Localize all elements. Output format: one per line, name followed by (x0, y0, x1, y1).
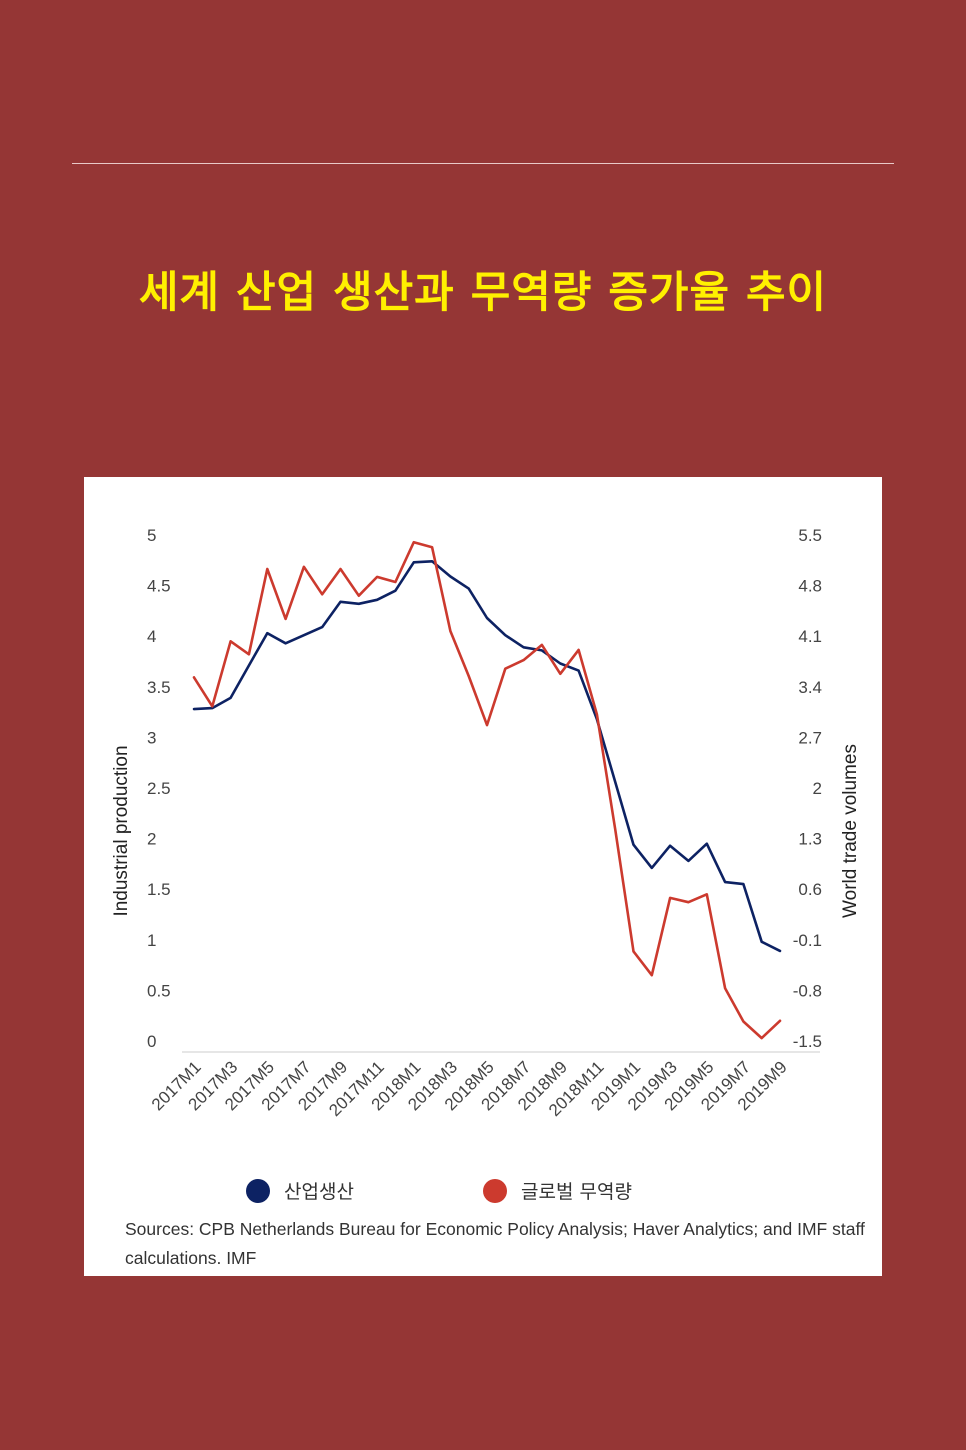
legend: 산업생산 글로벌 무역량 (246, 1179, 632, 1203)
y-left-tick-label: 1 (147, 931, 156, 950)
y-right-tick-label: 2.7 (798, 728, 822, 747)
source-text: Sources: CPB Netherlands Bureau for Econ… (125, 1219, 865, 1268)
legend-marker-0 (246, 1179, 270, 1203)
y-left-tick-label: 2 (147, 830, 156, 849)
y-axis-title-right: World trade volumes (840, 744, 861, 918)
source-note: Sources: CPB Netherlands Bureau for Econ… (125, 1215, 865, 1273)
series-line-0 (192, 560, 782, 953)
y-right-tick-label: 1.3 (798, 830, 822, 849)
legend-marker-1 (483, 1179, 507, 1203)
y-left-tick-label: 3 (147, 728, 156, 747)
left-axis-ticks: 0 0.5 1 1.5 2 2.5 3 3.5 4 4.5 5 (147, 526, 171, 1051)
y-left-tick-label: 4.5 (147, 577, 171, 596)
y-right-tick-label: 5.5 (798, 526, 822, 545)
top-divider (72, 163, 894, 164)
legend-label-1: 글로벌 무역량 (521, 1181, 632, 1203)
y-left-tick-label: 0.5 (147, 981, 171, 1000)
y-right-tick-label: -0.8 (793, 981, 822, 1000)
y-left-tick-label: 2.5 (147, 779, 171, 798)
y-axis-title-left: Industrial production (111, 745, 132, 916)
y-right-tick-label: 2 (813, 779, 822, 798)
line-chart: 0 0.5 1 1.5 2 2.5 3 3.5 4 4.5 5 -1.5 -0.8 -0.1 0.6 1.3… (111, 526, 861, 1203)
right-axis-ticks: -1.5 -0.8 -0.1 0.6 1.3 2 2.7 3.4 4.1 4.8 5.5 (793, 526, 822, 1051)
y-left-tick-label: 4 (147, 627, 156, 646)
y-right-tick-label: 4.1 (798, 627, 822, 646)
page-title: 세계 산업 생산과 무역량 증가율 추이 (138, 268, 828, 318)
y-right-tick-label: -1.5 (793, 1032, 822, 1051)
y-right-tick-label: 3.4 (798, 678, 822, 697)
y-right-tick-label: 4.8 (798, 577, 822, 596)
y-left-tick-label: 1.5 (147, 880, 171, 899)
source-credit: IMF (226, 1248, 257, 1268)
series-line-1 (192, 540, 782, 1040)
y-left-tick-label: 0 (147, 1032, 156, 1051)
y-right-tick-label: -0.1 (793, 931, 822, 950)
chart-card: 0 0.5 1 1.5 2 2.5 3 3.5 4 4.5 5 -1.5 -0.8 -0.1 0.6 1.3… (84, 477, 882, 1276)
y-right-tick-label: 0.6 (798, 880, 822, 899)
y-left-tick-label: 5 (147, 526, 156, 545)
series-lines (192, 540, 782, 1040)
x-axis-ticks: 2017M12017M32017M52017M72017M92017M11201… (148, 1057, 791, 1120)
y-left-tick-label: 3.5 (147, 678, 171, 697)
legend-label-0: 산업생산 (284, 1181, 354, 1203)
